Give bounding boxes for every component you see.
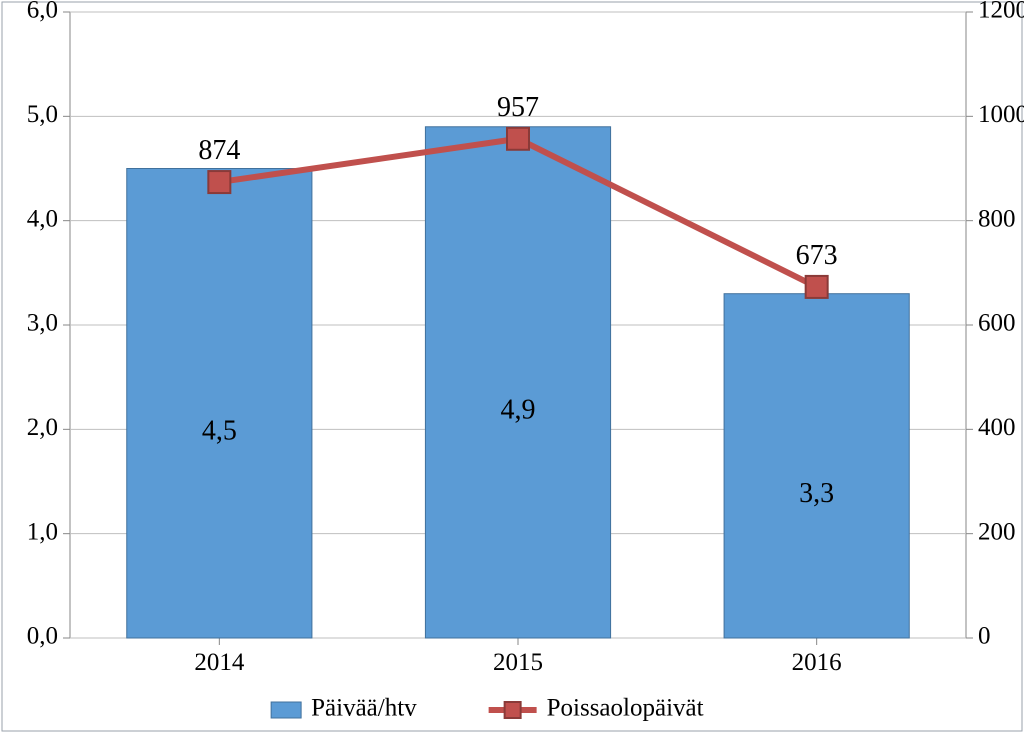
bar — [127, 169, 312, 639]
x-tick-label: 2014 — [194, 649, 245, 676]
bar-value-label: 4,9 — [501, 394, 536, 425]
y-left-tick-label: 3,0 — [27, 310, 58, 337]
y-right-tick-label: 1200 — [978, 0, 1024, 24]
y-left-tick-label: 1,0 — [27, 518, 58, 545]
line-marker — [507, 128, 529, 150]
y-right-tick-label: 400 — [978, 414, 1016, 441]
y-right-tick-label: 200 — [978, 518, 1016, 545]
legend: Päivää/htv Poissaolopäivät — [271, 695, 703, 722]
y-left-ticks: 0,0 1,0 2,0 3,0 4,0 5,0 6,0 — [27, 0, 70, 650]
y-left-tick-label: 4,0 — [27, 205, 58, 232]
y-right-tick-label: 1000 — [978, 101, 1024, 128]
y-left-tick-label: 0,0 — [27, 623, 58, 650]
x-ticks: 2014 2015 2016 — [194, 638, 841, 676]
line-value-label: 673 — [796, 240, 838, 271]
bar — [425, 127, 610, 638]
y-left-tick-label: 5,0 — [27, 101, 58, 128]
legend-line-label: Poissaolopäivät — [547, 695, 704, 722]
x-tick-label: 2016 — [792, 649, 842, 676]
y-left-tick-label: 2,0 — [27, 414, 58, 441]
legend-bar-swatch-icon — [271, 702, 301, 718]
line-value-label: 874 — [198, 135, 240, 166]
bar-value-label: 4,5 — [202, 415, 237, 446]
legend-bar-label: Päivää/htv — [311, 695, 417, 722]
line-marker — [806, 276, 828, 298]
legend-line-icon — [489, 702, 537, 718]
x-tick-label: 2015 — [493, 649, 543, 676]
y-right-tick-label: 800 — [978, 205, 1016, 232]
y-right-ticks: 0 200 400 600 800 1000 1200 — [966, 0, 1024, 650]
y-right-tick-label: 0 — [978, 623, 991, 650]
line-marker — [208, 171, 230, 193]
bar-value-label: 3,3 — [799, 478, 834, 509]
line-value-label: 957 — [497, 92, 539, 123]
bar — [724, 294, 909, 638]
y-right-tick-label: 600 — [978, 310, 1016, 337]
bar-series — [127, 127, 910, 638]
combo-chart: 0,0 1,0 2,0 3,0 4,0 5,0 6,0 0 200 400 600 800 1000 1… — [0, 0, 1024, 733]
y-left-tick-label: 6,0 — [27, 0, 58, 24]
